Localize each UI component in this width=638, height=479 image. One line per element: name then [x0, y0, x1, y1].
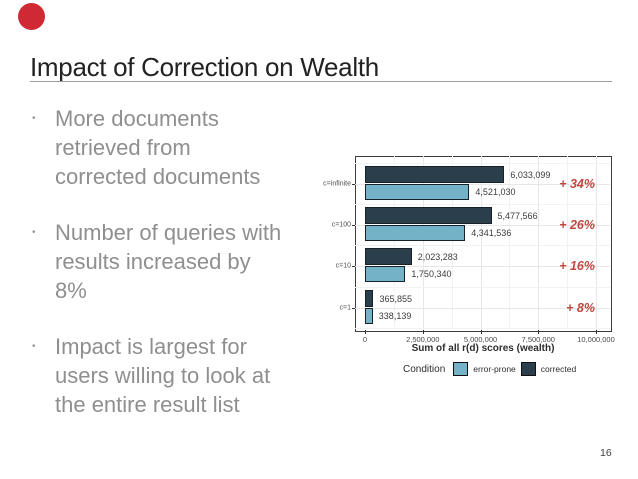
bullet-marker: • — [32, 341, 36, 352]
bar-corrected — [365, 248, 412, 266]
gridline-minor — [355, 328, 610, 330]
bullet-item: • Impact is largest for users willing to … — [30, 332, 282, 419]
bar-value-label: 4,341,536 — [471, 228, 512, 238]
gridline-minor — [567, 156, 569, 330]
bar-error-prone — [365, 225, 466, 241]
gridline-minor — [355, 286, 610, 288]
gridline-minor — [355, 245, 610, 247]
gridline-major — [422, 156, 424, 330]
gridline-major — [480, 156, 482, 330]
bar-value-label: 338,139 — [378, 311, 412, 321]
legend-label: error-prone — [473, 364, 516, 374]
bar-value-label: 4,521,030 — [475, 187, 516, 197]
y-axis-tick — [352, 183, 355, 185]
x-axis-tick-label: 2,500,000 — [406, 335, 440, 344]
x-axis-tick-label: 10,000,000 — [577, 335, 615, 344]
gridline-major — [355, 224, 610, 226]
bullet-marker: • — [32, 113, 36, 124]
pct-change-label: + 8% — [566, 300, 595, 315]
gridline-major — [355, 307, 610, 309]
y-axis-tick — [352, 224, 355, 226]
bar-error-prone — [365, 308, 373, 324]
y-axis-label: c=1 — [339, 304, 351, 311]
pct-change-label: + 26% — [559, 217, 595, 232]
legend-swatch-corrected — [520, 362, 536, 376]
x-axis-tick-label: 7,500,000 — [521, 335, 555, 344]
legend-swatch-error-prone — [453, 362, 469, 376]
bar-corrected — [365, 166, 505, 183]
bullet-text: Impact is largest for users willing to l… — [55, 334, 271, 417]
legend: Condition error-prone corrected — [403, 362, 576, 376]
bar-value-label: 1,750,340 — [411, 269, 452, 280]
gridline-major — [538, 156, 540, 330]
gridline-minor — [451, 156, 453, 330]
gridline-minor — [393, 156, 395, 330]
bar-error-prone — [365, 266, 406, 283]
y-axis-label: c=100 — [331, 221, 351, 228]
bar-value-label: 5,477,566 — [497, 210, 538, 221]
gridline-major — [355, 183, 610, 185]
gridline-major — [355, 265, 610, 267]
bullet-text: More documents retrieved from corrected … — [55, 106, 261, 189]
gridline-major — [596, 156, 597, 330]
pct-change-label: + 16% — [559, 258, 595, 273]
title-underline — [30, 81, 612, 82]
bar-corrected — [365, 290, 374, 307]
page-title: Impact of Correction on Wealth — [30, 52, 379, 82]
logo-dot — [18, 3, 45, 30]
chart-panel — [355, 156, 612, 332]
x-axis-tick-label: 0 — [362, 335, 368, 344]
x-axis-tick-label: 5,000,000 — [463, 335, 498, 344]
wealth-chart: 6,033,099 4,521,030 c=infinite + 34% 5,477,5… — [315, 140, 635, 400]
x-axis-tick — [365, 330, 366, 334]
legend-label: corrected — [540, 364, 577, 374]
bar-value-label: 365,855 — [379, 293, 412, 304]
y-axis-label: c=infinite — [323, 180, 351, 187]
x-axis-tick — [422, 330, 424, 334]
bullet-list: • More documents retrieved from corrected… — [30, 104, 282, 446]
legend-title: Condition — [403, 363, 446, 375]
bar-value-label: 6,033,099 — [510, 169, 551, 180]
gridline-minor — [509, 156, 511, 330]
bar-corrected — [365, 207, 492, 224]
x-axis-tick — [480, 330, 482, 334]
page-number: 16 — [600, 447, 612, 459]
gridline-minor — [355, 204, 610, 205]
bullet-text: Number of queries with results increased… — [55, 220, 282, 303]
bullet-item: • Number of queries with results increase… — [30, 218, 282, 305]
gridline-minor — [355, 163, 610, 164]
y-axis-tick — [352, 307, 355, 309]
bar-value-label: 2,023,283 — [417, 251, 458, 262]
bullet-marker: • — [32, 227, 36, 238]
bar-error-prone — [365, 184, 470, 200]
y-axis-label: c=10 — [335, 262, 351, 270]
x-axis-tick — [596, 330, 597, 334]
pct-change-label: + 34% — [559, 176, 595, 191]
x-axis-tick — [538, 330, 540, 334]
x-axis-title: Sum of all r(d) scores (wealth) — [411, 343, 555, 354]
y-axis-tick — [352, 265, 355, 267]
bullet-item: • More documents retrieved from corrected… — [30, 104, 282, 191]
